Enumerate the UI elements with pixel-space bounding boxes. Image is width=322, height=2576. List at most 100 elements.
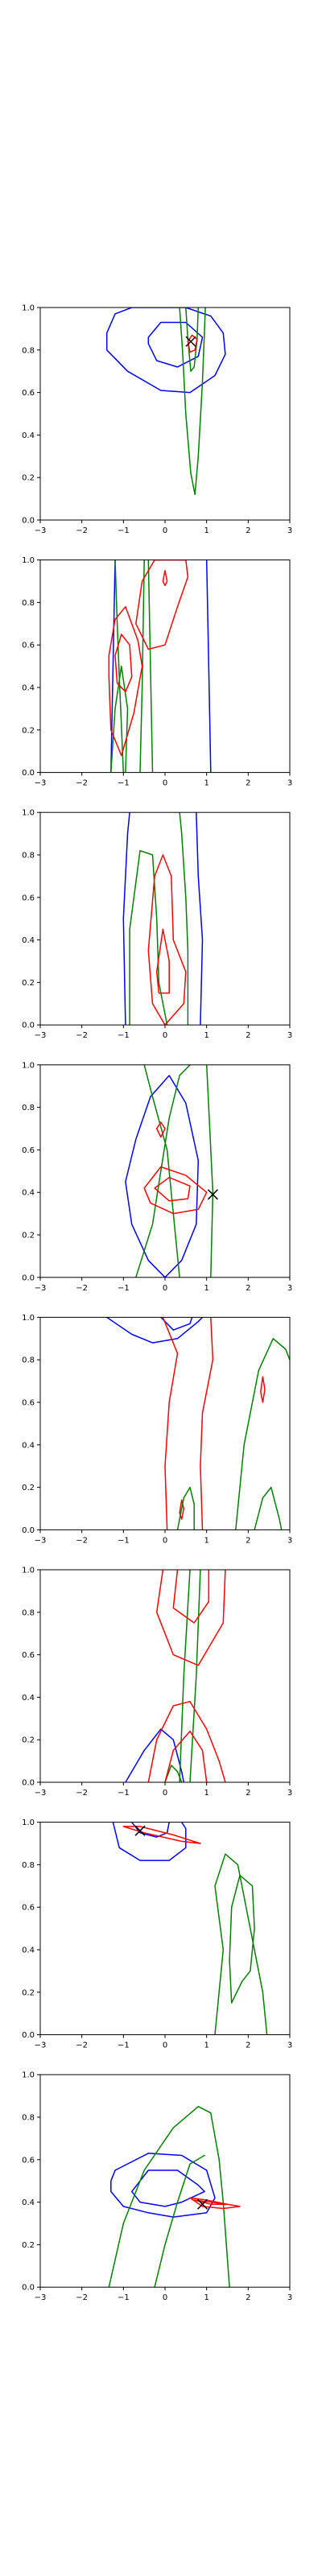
subplot-3: −3 −2 −1 0 1 2 3 0.0 0.2 0.4 0.6 0.8 1.0: [22, 809, 292, 1040]
plot-area: [105, 1317, 290, 1530]
plot-area: [122, 812, 204, 1026]
contour-line: [162, 570, 168, 587]
x-tick-label: 0: [163, 2293, 167, 2302]
y-tick-label: 0.6: [22, 642, 35, 650]
y-tick-label: 0.6: [22, 894, 35, 902]
contour-line: [185, 308, 200, 372]
y-tick-label: 0.8: [22, 852, 35, 861]
x-tick-label: −3: [35, 2041, 47, 2050]
x-tick-label: −3: [35, 1536, 47, 1545]
contour-line: [179, 1570, 191, 1782]
x-tick-label: 0: [163, 1536, 167, 1545]
contour-line: [254, 1486, 283, 1530]
x-tick-label: 1: [204, 2293, 208, 2302]
contour-line: [189, 1570, 201, 1782]
x-tick-label: 2: [246, 2293, 250, 2302]
contour-line: [235, 1338, 290, 1530]
x-tick-label: 1: [204, 1284, 208, 1293]
y-tick-label: 0.2: [22, 1232, 35, 1241]
subplot-5: −3 −2 −1 0 1 2 3 0.0 0.2 0.4 0.6 0.8 1.0: [22, 1314, 292, 1546]
y-tick-label: 0.0: [22, 2284, 35, 2293]
y-tick-label: 0.4: [22, 936, 35, 945]
contour-line: [160, 1317, 193, 1331]
contour-line: [147, 854, 187, 1026]
y-tick-label: 0.6: [22, 389, 35, 398]
y-tick-label: 0.2: [22, 726, 35, 735]
x-tick-label: 3: [287, 1284, 292, 1293]
y-tick-label: 0.0: [22, 2031, 35, 2040]
x-tick-label: 1: [204, 779, 208, 788]
contour-line: [110, 559, 116, 773]
plot-area: [112, 1822, 268, 2035]
y-tick-label: 1.0: [22, 1061, 35, 1070]
y-tick-label: 0.6: [22, 1146, 35, 1155]
x-tick-label: 3: [287, 2293, 292, 2302]
x-tick-label: 1: [204, 2041, 208, 2050]
y-tick-label: 0.8: [22, 1104, 35, 1113]
contour-line: [108, 605, 143, 757]
y-tick-label: 0.0: [22, 1779, 35, 1788]
x-tick-label: 3: [287, 1031, 292, 1040]
y-tick-label: 0.4: [22, 1694, 35, 1703]
contour-line: [114, 559, 125, 773]
x-tick-label: −3: [35, 1789, 47, 1798]
subplot-2: −3 −2 −1 0 1 2 3 0.0 0.2 0.4 0.6 0.8 1.0: [22, 556, 292, 788]
subplot-1: −3 −2 −1 0 1 2 3 0.0 0.2 0.4 0.6 0.8 1.0: [22, 304, 292, 536]
y-tick-label: 0.8: [22, 1861, 35, 1870]
contour-line: [105, 1317, 204, 1344]
contour-line: [155, 928, 170, 994]
y-tick-label: 0.4: [22, 1441, 35, 1450]
contour-line: [129, 849, 168, 1026]
contour-line: [164, 1765, 183, 1782]
y-tick-label: 0.2: [22, 1988, 35, 1997]
contour-line: [125, 1075, 200, 1278]
x-tick-label: 0: [163, 779, 167, 788]
x-tick-label: 0: [163, 2041, 167, 2050]
x-marker-stroke: [207, 1189, 218, 1200]
y-tick-label: 1.0: [22, 304, 35, 313]
contour-line: [143, 1166, 208, 1215]
x-tick-label: 3: [287, 779, 292, 788]
contour-line: [155, 1570, 226, 1666]
x-tick-label: −3: [35, 2293, 47, 2302]
x-tick-label: 0: [163, 526, 167, 535]
contour-line: [205, 559, 212, 773]
contour-line: [229, 1874, 255, 2004]
contour-line: [154, 1176, 191, 1202]
contour-line: [110, 665, 129, 773]
y-tick-label: 0.2: [22, 1484, 35, 1492]
contour-line: [205, 1064, 214, 1278]
x-tick-label: −1: [118, 779, 130, 788]
x-tick-label: −3: [35, 779, 47, 788]
x-tick-label: −1: [118, 1536, 130, 1545]
contour-line: [143, 1064, 180, 1278]
contour-line: [112, 1822, 187, 1861]
y-tick-label: 0.4: [22, 431, 35, 440]
contour-line: [125, 1728, 185, 1782]
plot-area: [108, 2106, 241, 2288]
x-tick-label: 1: [204, 1031, 208, 1040]
x-tick-label: −1: [118, 2041, 130, 2050]
x-marker: [207, 1189, 218, 1200]
plot-area: [108, 559, 212, 773]
y-tick-label: 0.8: [22, 1608, 35, 1617]
y-tick-label: 0.0: [22, 517, 35, 526]
y-tick-label: 0.2: [22, 979, 35, 988]
x-tick-label: −1: [118, 1031, 130, 1040]
subplot-4: −3 −2 −1 0 1 2 3 0.0 0.2 0.4 0.6 0.8 1.0: [22, 1061, 292, 1293]
x-tick-label: 0: [163, 1031, 167, 1040]
y-tick-label: 0.4: [22, 1946, 35, 1955]
x-tick-label: 2: [246, 779, 250, 788]
x-marker: [134, 1825, 146, 1836]
y-tick-label: 0.2: [22, 1736, 35, 1745]
contour-line: [179, 1499, 185, 1520]
x-marker: [196, 2198, 208, 2210]
contour-line: [108, 2106, 230, 2288]
y-tick-label: 0.6: [22, 1651, 35, 1660]
plot-area: [125, 1570, 226, 1782]
contour-line: [147, 1700, 226, 1782]
x-tick-label: 2: [246, 1284, 250, 1293]
subplot-8: −3 −2 −1 0 1 2 3 0.0 0.2 0.4 0.6 0.8 1.0: [22, 2071, 292, 2303]
